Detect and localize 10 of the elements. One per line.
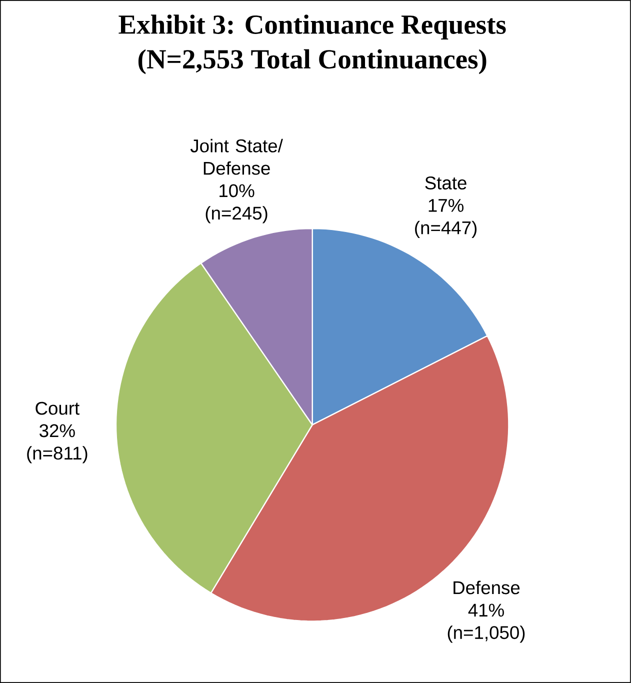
chart-subtitle: (N=2,553 Total Continuances)	[138, 49, 486, 74]
data-label: 32% (n=811)	[27, 424, 88, 464]
slice-label: Joint State/ Defense	[190, 138, 284, 175]
slice-label: State	[425, 176, 466, 190]
slice-label: Court	[36, 402, 80, 415]
data-label: 41% (n=1,050)	[448, 604, 525, 643]
chart-title: Exhibit 3: Continuance Requests	[118, 14, 506, 40]
data-label: 10% (n=245)	[206, 184, 268, 224]
data-label: 17% (n=447)	[415, 198, 477, 238]
slice-label: Defense	[454, 580, 520, 594]
